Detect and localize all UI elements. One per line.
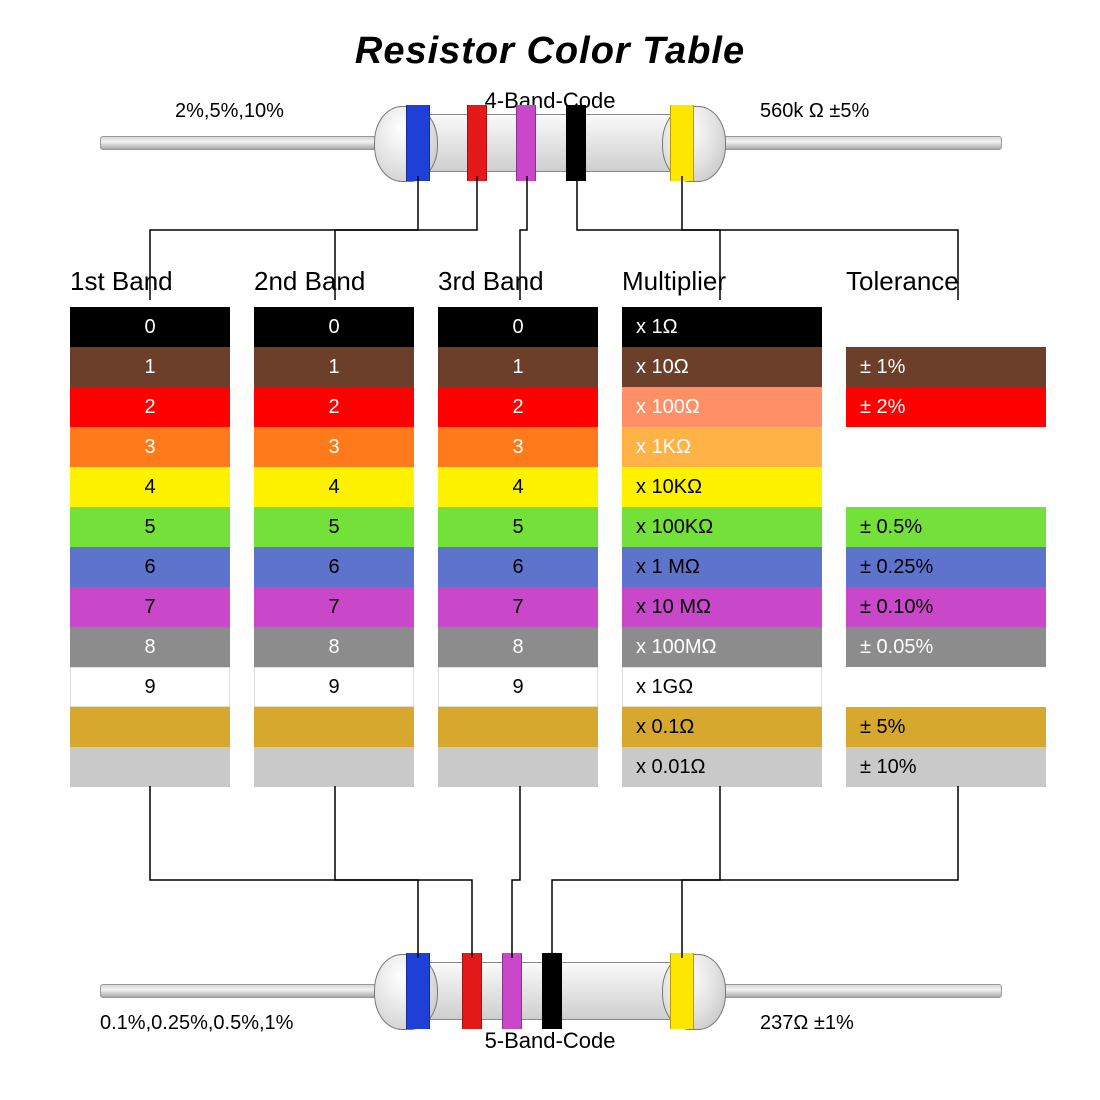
resistor-4band-right-label: 560k Ω ±5%: [760, 100, 869, 123]
color-cell: 8: [254, 627, 414, 667]
color-cell: 0: [70, 307, 230, 347]
resistor-band: [406, 953, 430, 1029]
color-cell: x 10 MΩ: [622, 587, 822, 627]
resistor-lead: [100, 984, 392, 998]
color-cell: x 100Ω: [622, 387, 822, 427]
resistor-band: [670, 953, 694, 1029]
color-cell: ± 2%: [846, 387, 1046, 427]
color-cell: 4: [70, 467, 230, 507]
color-cell: 9: [254, 667, 414, 707]
color-cell: [438, 707, 598, 747]
col-1st-band: 1st Band 0123456789: [70, 266, 230, 787]
color-cell: 2: [254, 387, 414, 427]
color-cell: 7: [70, 587, 230, 627]
color-cell: 0: [254, 307, 414, 347]
col-header: 3rd Band: [438, 266, 598, 297]
spacer: [846, 667, 1046, 707]
col-header: Tolerance: [846, 266, 1046, 297]
color-cell: ± 5%: [846, 707, 1046, 747]
color-cell: 1: [70, 347, 230, 387]
resistor-body: [380, 112, 720, 174]
spacer: [846, 467, 1046, 507]
color-cell: 6: [438, 547, 598, 587]
color-cell: 3: [254, 427, 414, 467]
resistor-lead: [710, 984, 1002, 998]
resistor-4band-left-label: 2%,5%,10%: [175, 100, 284, 123]
color-cell: ± 1%: [846, 347, 1046, 387]
col-header: 1st Band: [70, 266, 230, 297]
color-cell: 6: [70, 547, 230, 587]
col-tolerance: Tolerance ± 1%± 2%± 0.5%± 0.25%± 0.10%± …: [846, 266, 1046, 787]
col-3rd-band: 3rd Band 0123456789: [438, 266, 598, 787]
col-header: 2nd Band: [254, 266, 414, 297]
color-cell: [438, 747, 598, 787]
color-cell: x 0.01Ω: [622, 747, 822, 787]
color-cell: 0: [438, 307, 598, 347]
col-header: Multiplier: [622, 266, 822, 297]
color-cell: ± 0.25%: [846, 547, 1046, 587]
color-cell: 7: [438, 587, 598, 627]
col-multiplier: Multiplier x 1Ωx 10Ωx 100Ωx 1KΩx 10KΩx 1…: [622, 266, 822, 787]
spacer: [846, 427, 1046, 467]
color-cell: x 1Ω: [622, 307, 822, 347]
resistor-4band-caption: 4-Band-Code: [0, 88, 1100, 114]
color-cell: 2: [70, 387, 230, 427]
resistor-body: [380, 960, 720, 1022]
color-cell: x 0.1Ω: [622, 707, 822, 747]
color-cell: [254, 747, 414, 787]
color-cell: ± 0.05%: [846, 627, 1046, 667]
resistor-band: [502, 953, 522, 1029]
color-cell: 1: [438, 347, 598, 387]
color-cell: x 10Ω: [622, 347, 822, 387]
color-cell: 9: [438, 667, 598, 707]
color-cell: ± 0.5%: [846, 507, 1046, 547]
resistor-band: [516, 105, 536, 181]
resistor-band: [566, 105, 586, 181]
resistor-band: [670, 105, 694, 181]
color-cell: 3: [438, 427, 598, 467]
color-cell: 1: [254, 347, 414, 387]
color-cell: x 100MΩ: [622, 627, 822, 667]
color-cell: 6: [254, 547, 414, 587]
color-cell: 5: [254, 507, 414, 547]
color-cell: 4: [254, 467, 414, 507]
color-cell: 7: [254, 587, 414, 627]
color-cell: 5: [438, 507, 598, 547]
color-cell: x 1KΩ: [622, 427, 822, 467]
color-cell: ± 10%: [846, 747, 1046, 787]
resistor-band: [462, 953, 482, 1029]
color-cell: [70, 707, 230, 747]
spacer: [846, 307, 1046, 347]
color-cell: x 1 MΩ: [622, 547, 822, 587]
color-cell: 9: [70, 667, 230, 707]
color-cell: x 1GΩ: [622, 667, 822, 707]
color-table: 1st Band 0123456789 2nd Band 0123456789 …: [70, 266, 1050, 787]
color-cell: 8: [70, 627, 230, 667]
color-cell: 4: [438, 467, 598, 507]
color-cell: x 10KΩ: [622, 467, 822, 507]
resistor-5band-caption: 5-Band-Code: [0, 1028, 1100, 1054]
color-cell: ± 0.10%: [846, 587, 1046, 627]
page-title: Resistor Color Table: [0, 30, 1100, 73]
resistor-lead: [100, 136, 392, 150]
color-cell: 3: [70, 427, 230, 467]
color-cell: x 100KΩ: [622, 507, 822, 547]
color-cell: [254, 707, 414, 747]
color-cell: 5: [70, 507, 230, 547]
resistor-band: [467, 105, 487, 181]
color-cell: [70, 747, 230, 787]
col-2nd-band: 2nd Band 0123456789: [254, 266, 414, 787]
resistor-lead: [710, 136, 1002, 150]
color-cell: 8: [438, 627, 598, 667]
color-cell: 2: [438, 387, 598, 427]
resistor-band: [542, 953, 562, 1029]
resistor-band: [406, 105, 430, 181]
